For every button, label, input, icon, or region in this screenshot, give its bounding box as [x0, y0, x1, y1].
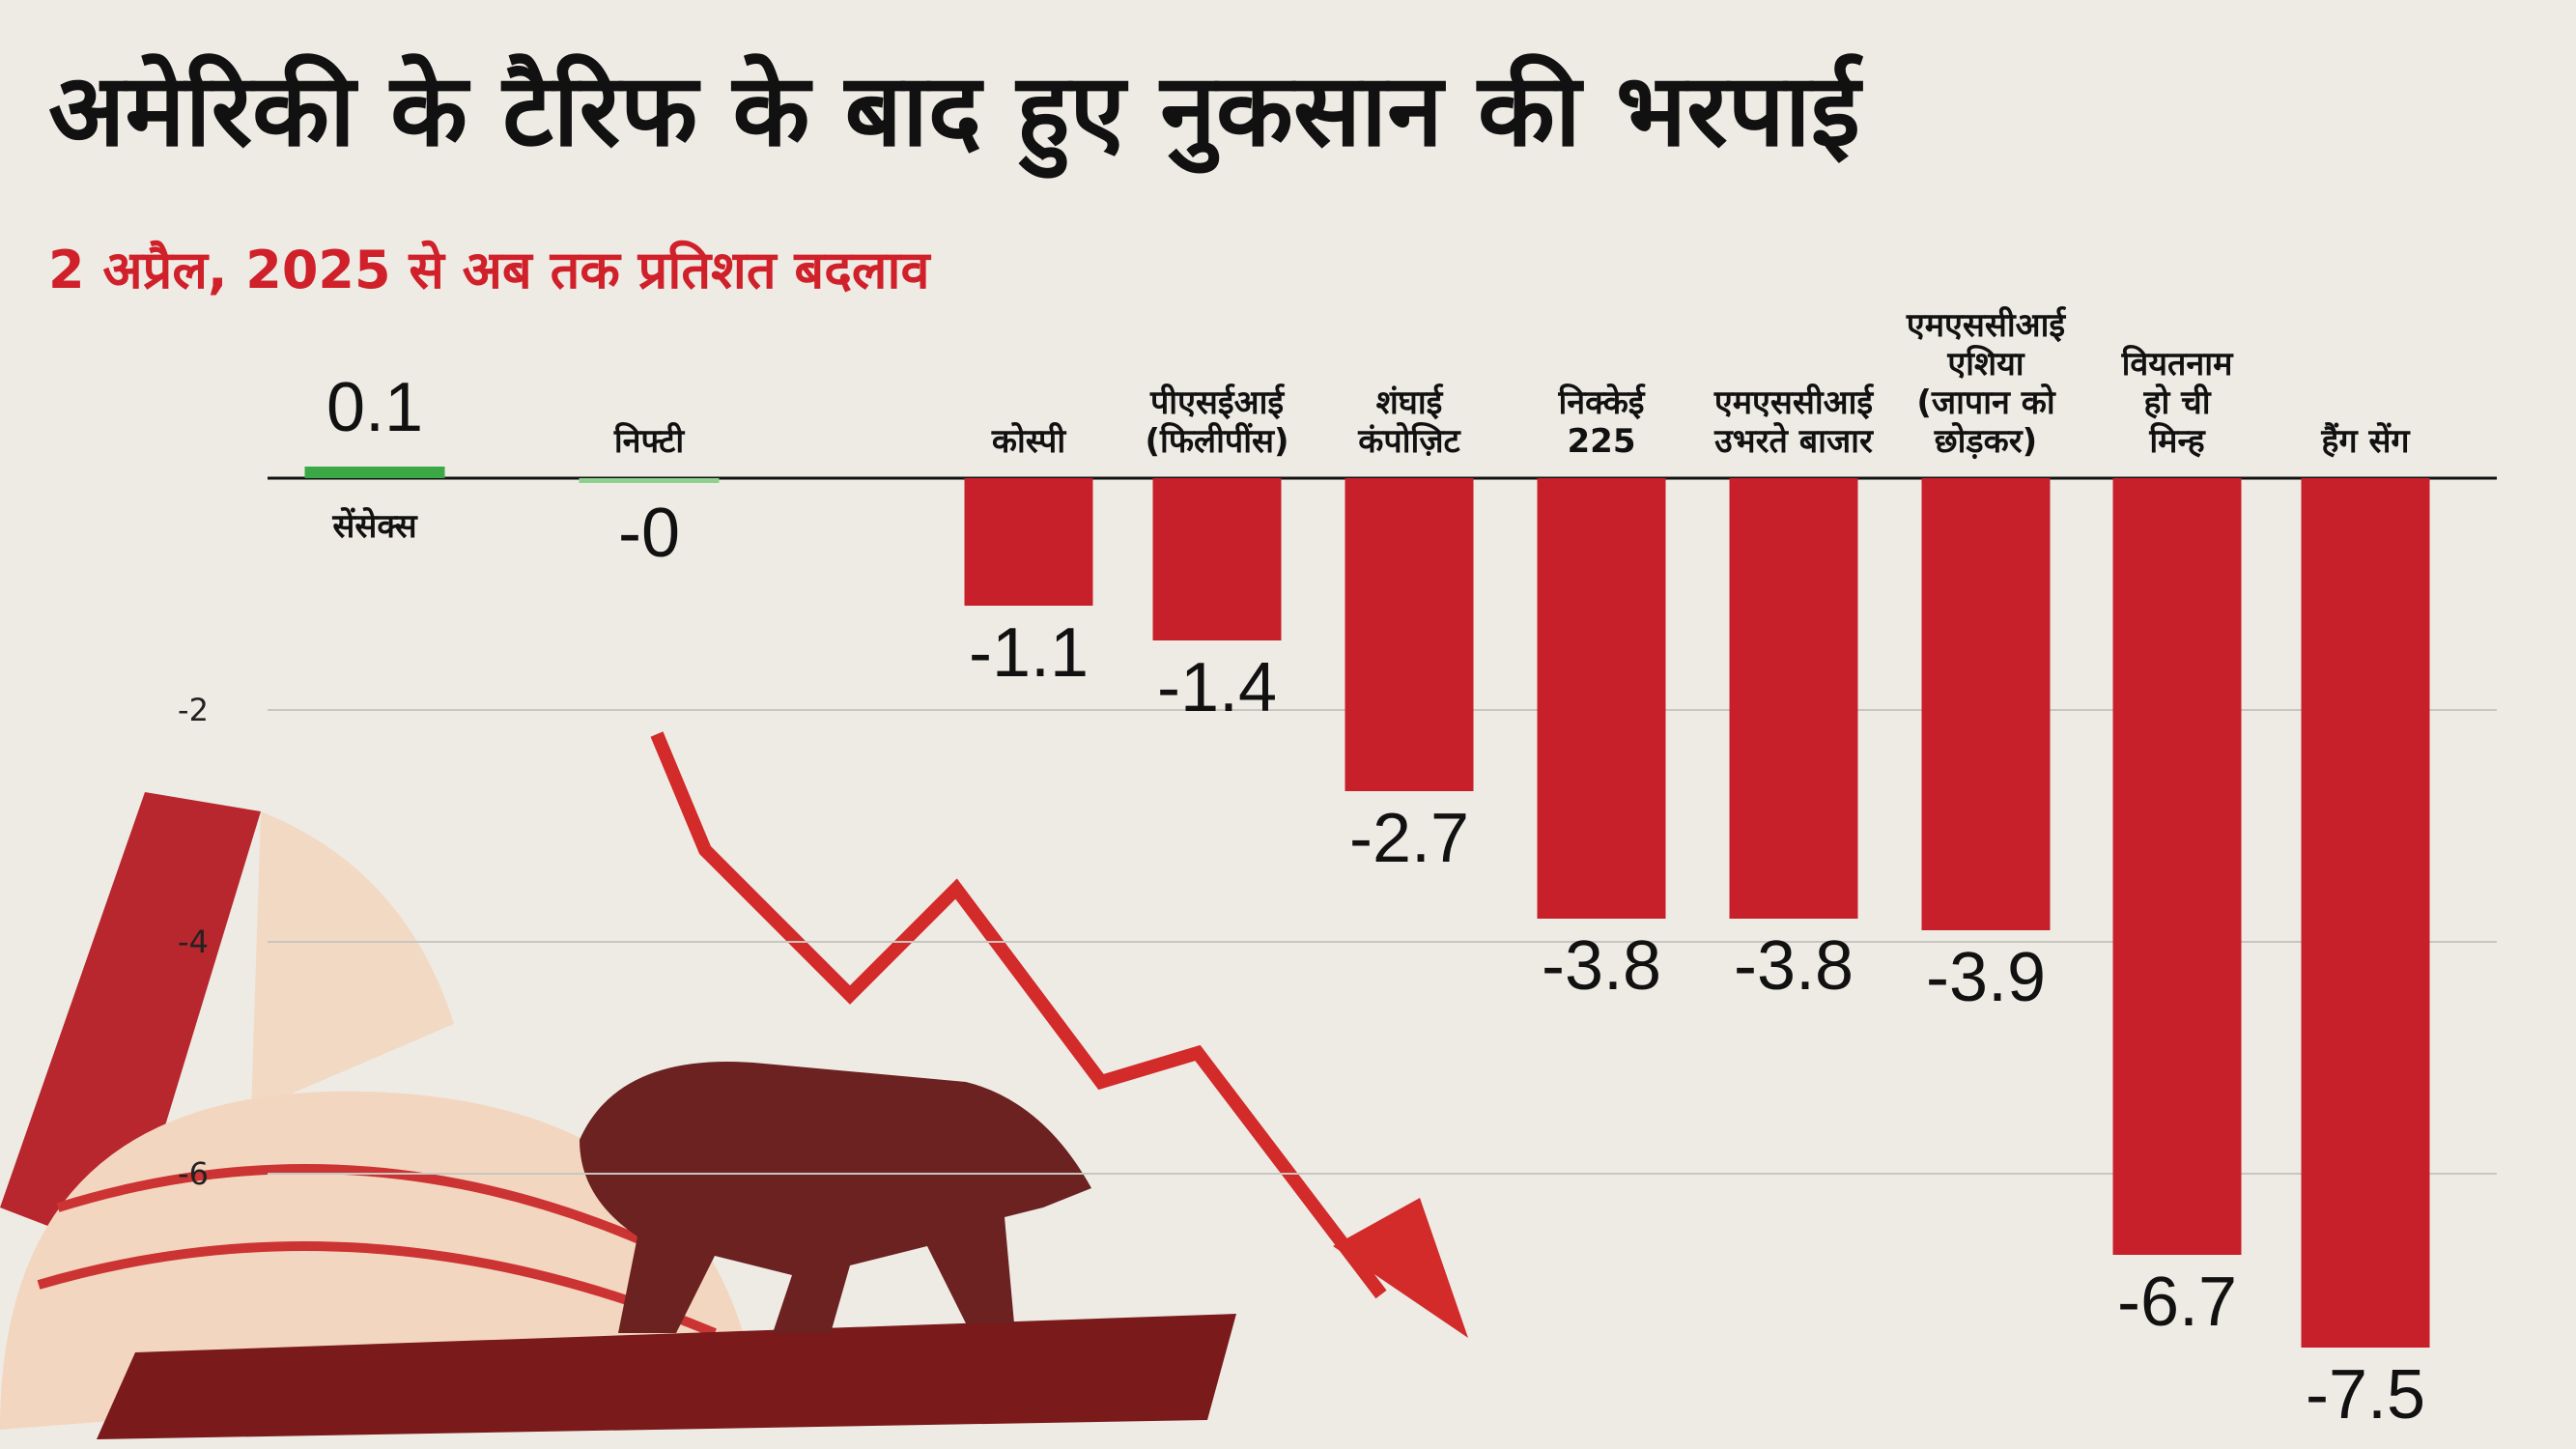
- category-label: वियतनाम हो ची मिन्ह: [2121, 345, 2233, 461]
- decoration: [0, 731, 1468, 1439]
- category-label: सेंसेक्स: [332, 507, 417, 546]
- bar: [1921, 478, 2051, 930]
- value-label: -1.1: [968, 614, 1090, 692]
- building-base: [97, 1314, 1236, 1439]
- value-label: -3.8: [1541, 927, 1662, 1005]
- bar: [1152, 478, 1282, 640]
- bar: [964, 478, 1093, 606]
- value-label: -1.4: [1156, 649, 1278, 726]
- dome-stripe: [56, 1164, 679, 1261]
- bar: [2301, 478, 2430, 1348]
- category-label: एमएससीआई उभरते बाजार: [1713, 384, 1874, 461]
- bear: [580, 1062, 1091, 1333]
- chart-title: अमेरिकी के टैरिफ के बाद हुए नुकसान की भर…: [48, 51, 1860, 169]
- category-label: निफ्टी: [613, 422, 685, 461]
- value-label: -3.9: [1925, 939, 2047, 1016]
- category-label: एमएससीआई एशिया (जापान को छोड़कर): [1906, 306, 2066, 461]
- trend-arrow: [650, 731, 1387, 1299]
- dome-stripe: [37, 1241, 717, 1338]
- bar: [304, 467, 445, 478]
- value-label: 0.1: [326, 369, 424, 446]
- arrow-head: [1333, 1198, 1468, 1338]
- bar: [579, 478, 720, 483]
- value-label: -7.5: [2305, 1356, 2426, 1434]
- category-label: हैंग सेंग: [2321, 422, 2410, 461]
- y-tick-label: -6: [178, 1155, 209, 1192]
- category-label: पीएसईआई (फिलीपींस): [1145, 384, 1289, 461]
- chart-subtitle: 2 अप्रैल, 2025 से अब तक प्रतिशत बदलाव: [48, 240, 930, 300]
- value-label: -6.7: [2116, 1264, 2238, 1341]
- value-label: -0: [617, 495, 681, 572]
- value-label: -3.8: [1733, 927, 1854, 1005]
- category-label: निक्केई 225: [1558, 384, 1645, 461]
- bar: [1345, 478, 1474, 791]
- value-label: -2.7: [1348, 800, 1470, 877]
- y-tick-label: -2: [178, 692, 209, 728]
- y-tick-label: -4: [178, 923, 209, 960]
- building-tower: [0, 792, 261, 1256]
- category-label: कोस्पी: [991, 422, 1066, 461]
- category-label: शंघाई कंपोज़िट: [1358, 384, 1460, 461]
- building-side: [251, 811, 454, 1111]
- bar: [2112, 478, 2242, 1255]
- bar: [1537, 478, 1666, 919]
- bar: [1729, 478, 1858, 919]
